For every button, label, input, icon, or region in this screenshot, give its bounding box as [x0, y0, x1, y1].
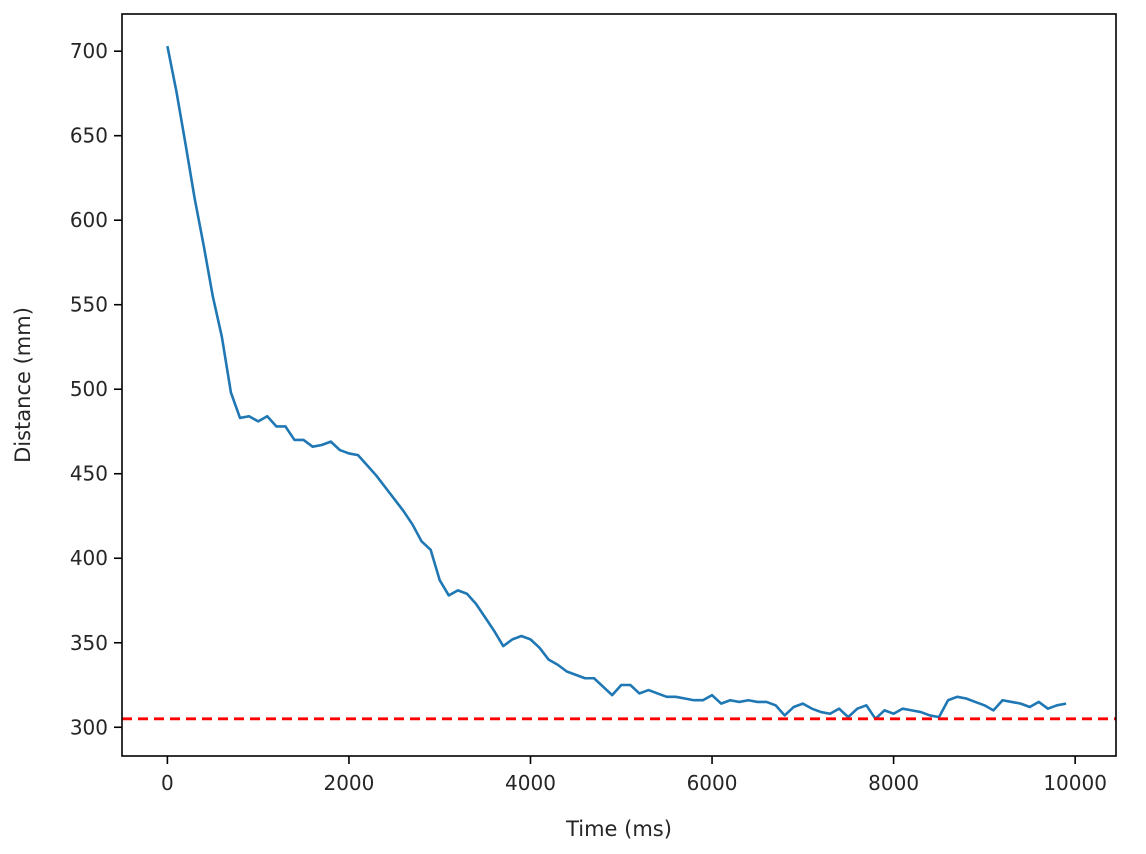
y-tick-label: 700	[70, 39, 108, 63]
x-tick-label: 4000	[505, 771, 556, 795]
y-tick-label: 300	[70, 715, 108, 739]
axes-frame	[121, 13, 1117, 757]
y-tick-label: 550	[70, 293, 108, 317]
x-tick-label: 10000	[1043, 771, 1107, 795]
x-tick-label: 8000	[868, 771, 919, 795]
y-tick-label: 650	[70, 124, 108, 148]
x-tick-label: 2000	[323, 771, 374, 795]
x-tick-label: 0	[161, 771, 174, 795]
y-tick-label: 350	[70, 631, 108, 655]
y-tick-label: 450	[70, 462, 108, 486]
series-line-0	[166, 45, 1067, 721]
plot-area	[121, 13, 1117, 757]
y-tick-label: 400	[70, 546, 108, 570]
y-tick-label: 500	[70, 377, 108, 401]
x-axis-label: Time (ms)	[565, 817, 672, 841]
x-tick-label: 6000	[687, 771, 738, 795]
y-tick-label: 600	[70, 208, 108, 232]
axis-ticks: 0 2000 4000 6000 8000 10000 300 350 400 450 500 550…	[70, 39, 1107, 795]
y-axis-label: Distance (mm)	[11, 307, 35, 463]
